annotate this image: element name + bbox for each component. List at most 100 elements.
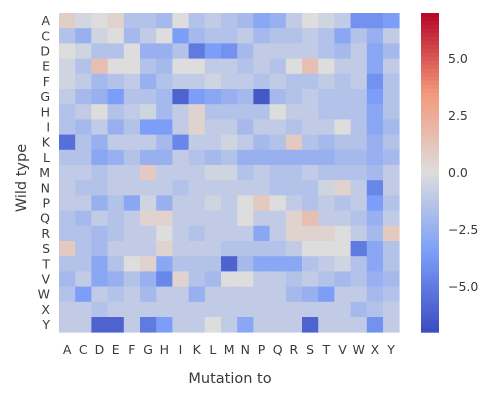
heatmap-cell-Q-I	[172, 210, 189, 227]
heatmap-cell-F-S	[302, 73, 319, 90]
heatmap-cell-W-P	[253, 286, 270, 303]
heatmap-cell-Y-E	[107, 317, 125, 333]
x-tick-label: E	[112, 342, 120, 357]
heatmap-cell-A-I	[172, 13, 189, 29]
heatmap-cell-Y-C	[75, 317, 92, 333]
heatmap-cell-A-G	[140, 13, 157, 29]
heatmap-cell-W-G	[140, 286, 157, 303]
heatmap-cell-T-S	[302, 256, 319, 272]
heatmap-cell-K-A	[59, 134, 76, 151]
heatmap-cell-W-V	[334, 286, 351, 303]
heatmap-cell-Q-H	[156, 210, 173, 227]
colorbar-segment	[421, 168, 439, 174]
heatmap-cell-V-H	[156, 271, 173, 287]
heatmap-cell-A-K	[188, 13, 206, 29]
heatmap-cell-P-C	[75, 195, 92, 211]
heatmap-cell-V-A	[59, 271, 76, 287]
x-tick-label: Y	[386, 342, 395, 357]
colorbar-segment	[421, 288, 439, 293]
heatmap-cell-Q-R	[285, 210, 303, 227]
heatmap-cell-N-L	[204, 180, 222, 196]
colorbar-segment	[421, 292, 439, 297]
heatmap-cell-T-F	[123, 256, 141, 272]
x-tick-label: T	[321, 342, 330, 357]
heatmap-cell-L-S	[302, 149, 319, 166]
colorbar-segment	[421, 236, 439, 241]
heatmap-cell-Q-V	[334, 210, 351, 227]
heatmap-cell-E-F	[123, 58, 141, 75]
heatmap-cell-Y-Q	[269, 317, 287, 333]
heatmap-cell-G-E	[107, 89, 125, 105]
heatmap-cell-D-C	[75, 43, 92, 59]
heatmap-cell-W-S	[302, 286, 319, 303]
heatmap-cell-N-D	[91, 180, 108, 196]
x-tick-label: N	[241, 342, 250, 357]
colorbar-segment	[421, 176, 439, 182]
heatmap-cell-D-M	[221, 43, 238, 59]
heatmap-cell-F-H	[156, 73, 173, 90]
heatmap-cell-I-T	[318, 119, 335, 135]
heatmap-cell-M-W	[350, 165, 368, 181]
colorbar-segment	[421, 40, 439, 46]
heatmap-cell-E-R	[285, 58, 303, 75]
colorbar-segment	[421, 324, 439, 329]
heatmap-cell-Y-M	[221, 317, 238, 333]
colorbar-segment	[421, 72, 439, 78]
colorbar-tick-label: 0.0	[448, 165, 468, 180]
heatmap-cell-F-Q	[269, 73, 287, 90]
heatmap-cell-R-G	[140, 225, 157, 242]
colorbar-segment	[421, 220, 439, 225]
heatmap-cell-I-L	[204, 119, 222, 135]
heatmap-cell-X-A	[59, 301, 76, 318]
heatmap-cell-X-Y	[383, 301, 400, 318]
heatmap-cell-C-P	[253, 28, 270, 44]
heatmap-cell-T-V	[334, 256, 351, 272]
heatmap-cell-A-F	[123, 13, 141, 29]
heatmap-cell-G-A	[59, 89, 76, 105]
heatmap-cell-Q-X	[366, 210, 384, 227]
heatmap-cell-V-Q	[269, 271, 287, 287]
heatmap-cell-I-Y	[383, 119, 400, 135]
heatmap-cell-Y-H	[156, 317, 173, 333]
heatmap-cell-C-N	[237, 28, 254, 44]
heatmap-cell-L-W	[350, 149, 368, 166]
heatmap-cell-S-F	[123, 241, 141, 257]
heatmap-cell-L-G	[140, 149, 157, 166]
heatmap-cell-S-W	[350, 241, 368, 257]
colorbar-segment	[421, 216, 439, 221]
heatmap-cell-S-V	[334, 241, 351, 257]
heatmap-cell-F-K	[188, 73, 206, 90]
x-tick-label: F	[128, 342, 135, 357]
heatmap-cell-V-N	[237, 271, 254, 287]
colorbar-segment	[421, 116, 439, 122]
heatmap-cell-T-I	[172, 256, 189, 272]
heatmap-cell-T-D	[91, 256, 108, 272]
heatmap-cell-S-I	[172, 241, 189, 257]
colorbar-segment	[421, 248, 439, 253]
heatmap-cell-N-E	[107, 180, 125, 196]
heatmap-cell-X-Q	[269, 301, 287, 318]
heatmap-cell-C-W	[350, 28, 368, 44]
heatmap-cell-W-Q	[269, 286, 287, 303]
heatmap-cell-P-I	[172, 195, 189, 211]
heatmap-cell-A-W	[350, 13, 368, 29]
heatmap-cell-I-A	[59, 119, 76, 135]
heatmap-cell-A-T	[318, 13, 335, 29]
heatmap-cell-E-N	[237, 58, 254, 75]
heatmap-cell-Q-L	[204, 210, 222, 227]
heatmap-cell-F-T	[318, 73, 335, 90]
heatmap-cell-A-A	[59, 13, 76, 29]
heatmap-cell-T-X	[366, 256, 384, 272]
y-tick-label: P	[42, 196, 50, 211]
heatmap-cell-D-Q	[269, 43, 287, 59]
colorbar-segment	[421, 44, 439, 50]
heatmap-cell-Y-P	[253, 317, 270, 333]
heatmap-cell-A-N	[237, 13, 254, 29]
heatmap-cell-Q-G	[140, 210, 157, 227]
heatmap-cell-P-D	[91, 195, 108, 211]
heatmap-cell-Y-N	[237, 317, 254, 333]
heatmap-cell-H-P	[253, 104, 270, 120]
heatmap-cell-R-P	[253, 225, 270, 242]
heatmap-cell-G-K	[188, 89, 206, 105]
